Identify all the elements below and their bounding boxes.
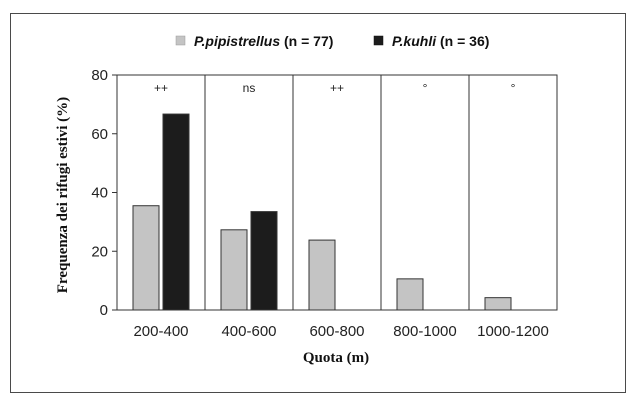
- bar: [162, 113, 190, 311]
- legend-entry: P.kuhli (n = 36): [392, 33, 489, 49]
- significance-annotation: °: [511, 81, 516, 95]
- x-tick-label: 400-600: [221, 323, 276, 340]
- bar: [308, 239, 336, 311]
- x-tick-label: 200-400: [133, 323, 188, 340]
- x-tick-label: 1000-1200: [477, 323, 549, 340]
- y-axis: 0 20 40 60 80: [91, 67, 117, 319]
- y-tick-label: 0: [100, 302, 108, 319]
- significance-annotation: ++: [154, 81, 168, 95]
- chart-frame: [10, 13, 626, 393]
- significance-annotation: °: [423, 81, 428, 95]
- x-axis-title: Quota (m): [303, 350, 369, 366]
- y-tick-label: 80: [91, 67, 108, 84]
- plot-area: ++ ns ++ ° °: [116, 74, 558, 311]
- legend-swatch: [175, 35, 186, 46]
- bar: [132, 205, 160, 311]
- x-tick-label: 800-1000: [393, 323, 456, 340]
- significance-annotation: ns: [243, 81, 256, 95]
- y-tick-label: 60: [91, 126, 108, 143]
- bar: [220, 229, 248, 311]
- x-axis: 200-400 400-600 600-800 800-1000 1000-1200: [133, 323, 548, 340]
- bar: [250, 211, 278, 311]
- x-tick-label: 600-800: [309, 323, 364, 340]
- y-tick-label: 40: [91, 185, 108, 202]
- significance-annotation: ++: [330, 81, 344, 95]
- y-tick-label: 20: [91, 243, 108, 260]
- y-axis-title: Frequenza dei rifugi estivi (%): [55, 97, 71, 293]
- bar: [396, 278, 424, 311]
- legend: P.pipistrellus (n = 77) P.kuhli (n = 36): [175, 33, 489, 49]
- legend-swatch: [373, 35, 384, 46]
- legend-entry: P.pipistrellus (n = 77): [194, 33, 333, 49]
- bar: [484, 297, 512, 311]
